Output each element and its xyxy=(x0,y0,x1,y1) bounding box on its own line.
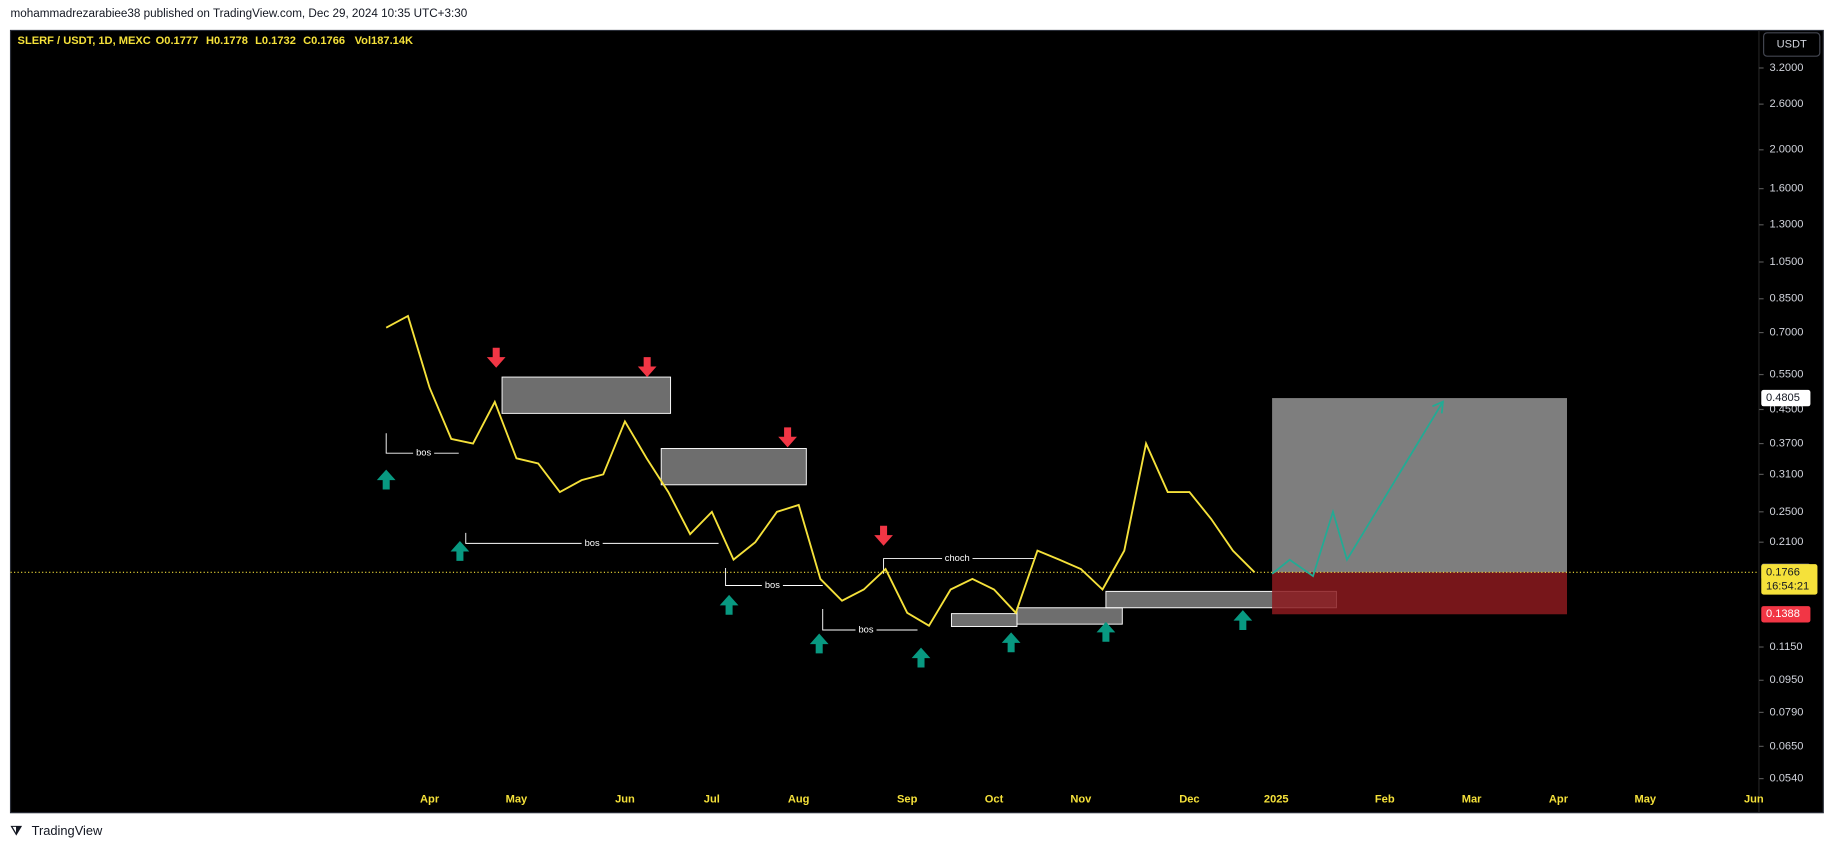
bos-label: bos xyxy=(858,624,873,634)
high: H0.1778 xyxy=(206,35,248,47)
close: C0.1766 xyxy=(303,35,345,47)
label-bg xyxy=(761,579,783,592)
countdown: 16:54:21 xyxy=(1766,580,1809,592)
currency-label: USDT xyxy=(1777,38,1807,50)
bos-line xyxy=(725,567,823,586)
footer: TradingView xyxy=(32,823,103,838)
currency-button[interactable] xyxy=(1763,32,1821,57)
bos-label: bos xyxy=(585,538,600,548)
y-tick-label: 0.5500 xyxy=(1769,368,1803,380)
label-bg xyxy=(413,447,435,460)
label-bg xyxy=(942,552,973,565)
x-tick-label: Apr xyxy=(420,794,440,806)
label-bg xyxy=(581,537,603,550)
y-tick-label: 1.0500 xyxy=(1769,256,1803,268)
drawings: bos bos bos bos choch xyxy=(376,347,1337,668)
supply-zone xyxy=(501,376,672,414)
y-tick-label: 2.0000 xyxy=(1769,144,1803,156)
bos-line xyxy=(822,608,918,631)
x-tick-label: Mar xyxy=(1462,794,1482,806)
bos-line xyxy=(385,433,459,454)
bos-line xyxy=(465,532,719,544)
y-tick-label: 0.2100 xyxy=(1769,536,1803,548)
volume: Vol187.14K xyxy=(355,35,413,47)
choch-label: choch xyxy=(945,553,970,563)
y-tick-label: 0.3100 xyxy=(1769,468,1803,480)
x-tick-label: May xyxy=(1634,794,1656,806)
bos-label: bos xyxy=(765,580,780,590)
target-label: 0.4805 xyxy=(1766,392,1800,404)
footer-logo: ⧩ xyxy=(10,823,23,838)
x-tick-label: Jul xyxy=(704,794,720,806)
y-tick-label: 0.7000 xyxy=(1769,327,1803,339)
target-label-bg xyxy=(1761,389,1811,407)
x-tick-label: Aug xyxy=(788,794,810,806)
x-tick-label: Jun xyxy=(1744,794,1764,806)
series-layer: 3.2000 2.6000 2.0000 1.6000 1.3000 1.0500 0.85… xyxy=(10,62,1818,806)
y-tick-label: 0.0540 xyxy=(1769,773,1803,785)
x-tick-label: Oct xyxy=(985,794,1004,806)
bos-label: bos xyxy=(416,448,431,458)
y-tick-label: 0.8500 xyxy=(1769,293,1803,305)
projection-path xyxy=(1271,401,1444,578)
legend: SLERF / USDT, 1D, MEXC O0.1777 H0.1778 L… xyxy=(18,35,413,47)
x-tick-label: Apr xyxy=(1549,794,1569,806)
price-line xyxy=(385,314,1256,627)
x-tick-label: Nov xyxy=(1070,794,1092,806)
target-zone xyxy=(1272,398,1568,573)
x-tick-label: Dec xyxy=(1179,794,1199,806)
current-price-label: 0.1766 xyxy=(1766,566,1800,578)
attribution: mohammadrezarabiee38 published on Tradin… xyxy=(11,7,468,20)
projection-arrowhead xyxy=(1432,400,1444,414)
low: L0.1732 xyxy=(255,35,296,47)
y-tick-label: 3.2000 xyxy=(1769,62,1803,74)
x-tick-label: Feb xyxy=(1375,794,1395,806)
projection xyxy=(1271,400,1444,578)
y-tick-label: 0.2500 xyxy=(1769,506,1803,518)
open: O0.1777 xyxy=(156,35,199,47)
demand-zone xyxy=(1016,607,1123,625)
stop-label: 0.1388 xyxy=(1766,608,1800,620)
y-tick-label: 0.3700 xyxy=(1769,438,1803,450)
y-tick-label: 0.0950 xyxy=(1769,674,1803,686)
y-tick-label: 0.1150 xyxy=(1769,641,1802,653)
demand-zone xyxy=(950,613,1018,627)
y-tick-label: 1.6000 xyxy=(1769,183,1803,195)
x-tick-label: 2025 xyxy=(1264,794,1289,806)
current-price-bg xyxy=(1761,564,1818,595)
y-tick-label: 1.3000 xyxy=(1769,219,1803,231)
y-tick-label: 0.0790 xyxy=(1769,706,1803,718)
supply-zone xyxy=(660,448,807,486)
choch-line xyxy=(883,558,1036,574)
x-tick-label: May xyxy=(506,794,528,806)
stop-zone xyxy=(1272,572,1568,615)
label-bg xyxy=(855,624,877,636)
stop-label-bg xyxy=(1761,606,1811,623)
y-tick-label: 2.6000 xyxy=(1769,98,1803,110)
symbol-title: SLERF / USDT, 1D, MEXC xyxy=(18,35,151,47)
y-tick-label: 0.4500 xyxy=(1769,403,1803,415)
x-tick-label: Sep xyxy=(897,794,918,806)
y-tick-label: 0.0650 xyxy=(1769,740,1803,752)
x-tick-label: Jun xyxy=(615,794,635,806)
